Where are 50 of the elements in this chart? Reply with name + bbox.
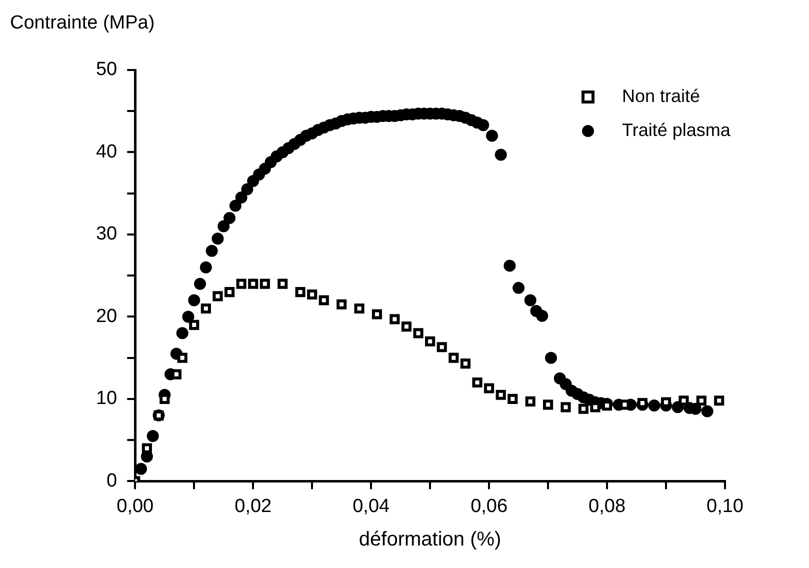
point [425, 336, 436, 346]
point [390, 314, 400, 324]
point [543, 400, 554, 410]
y-axis-title: Contrainte (MPa) [10, 12, 155, 34]
point [484, 383, 494, 394]
y-tick-label: 50 [96, 59, 118, 80]
point [236, 278, 246, 289]
point [200, 303, 211, 314]
x-tick-label: 0,10 [706, 496, 744, 517]
x-axis-title: déformation (%) [358, 528, 502, 551]
point [307, 289, 318, 300]
y-tick-label: 10 [96, 388, 118, 410]
point [372, 309, 382, 320]
x-tick-label: 0,04 [352, 496, 390, 517]
point [278, 278, 288, 289]
x-tick-label: 0,08 [588, 496, 626, 517]
point [560, 402, 571, 412]
point [525, 396, 536, 406]
point [460, 358, 470, 369]
point [448, 352, 459, 363]
point [354, 303, 364, 314]
point [248, 278, 258, 289]
point [260, 278, 270, 289]
legend-label: Non traité [622, 86, 700, 106]
point [189, 320, 200, 330]
point [336, 299, 347, 310]
point [678, 396, 689, 406]
y-tick-label: 20 [96, 306, 118, 327]
y-tick-label: 40 [96, 141, 118, 162]
legend-label: Traité plasma [622, 120, 732, 140]
point [295, 287, 306, 298]
point [212, 291, 223, 302]
point [177, 352, 188, 363]
point [714, 396, 724, 406]
point [318, 295, 329, 306]
y-tick-label: 0 [106, 470, 118, 492]
point [578, 404, 588, 414]
point [224, 287, 235, 298]
point [413, 328, 424, 338]
x-tick-label: 0,00 [116, 496, 154, 517]
point [472, 377, 482, 388]
point [496, 390, 506, 400]
x-tick-label: 0,06 [470, 496, 508, 517]
point [436, 342, 447, 352]
y-tick-label: 30 [96, 224, 118, 245]
point [401, 322, 412, 332]
point [696, 396, 706, 406]
x-tick-label: 0,02 [234, 496, 272, 517]
point [508, 394, 518, 404]
point [142, 443, 152, 454]
